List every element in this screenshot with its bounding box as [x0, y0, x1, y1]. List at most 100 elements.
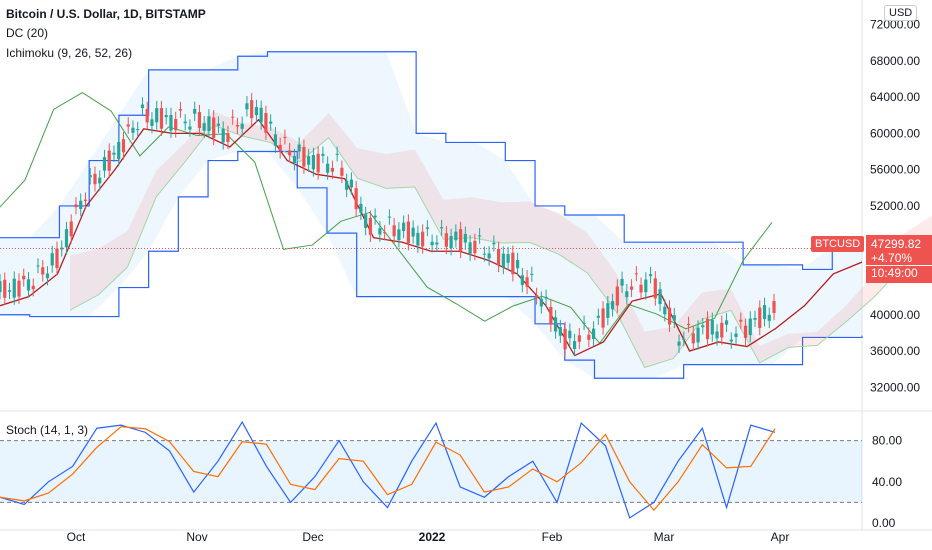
candle-body	[629, 286, 634, 290]
candle-body	[292, 155, 297, 164]
candle-body	[112, 152, 116, 155]
candle-body	[620, 278, 624, 286]
candle-body	[207, 116, 211, 131]
time-tick-label: Mar	[654, 530, 675, 544]
price-tick-label: 56000.00	[870, 163, 920, 177]
ichimoku-cloud	[70, 111, 932, 368]
candle-body	[121, 139, 126, 153]
candle-body	[74, 204, 78, 208]
candle-body	[639, 284, 643, 293]
candle-body	[273, 134, 278, 146]
candle-body	[178, 109, 183, 111]
stoch-legend[interactable]: Stoch (14, 1, 3)	[6, 423, 89, 437]
candle-body	[658, 289, 662, 305]
candle-body	[582, 322, 586, 324]
candle-body	[767, 314, 771, 321]
candle-body	[7, 290, 12, 292]
candle-body	[425, 227, 429, 229]
candle-body	[335, 153, 339, 155]
candle-body	[625, 291, 629, 298]
candle-body	[193, 108, 197, 114]
candle-body	[459, 229, 463, 251]
stoch-tick-label: 40.00	[872, 475, 902, 489]
candle-body	[440, 227, 444, 229]
time-tick-label: Oct	[67, 530, 86, 544]
candle-body	[345, 180, 349, 190]
currency-button[interactable]: USD	[884, 5, 918, 21]
candle-body	[615, 286, 619, 306]
candle-body	[12, 278, 16, 298]
candle-body	[383, 232, 387, 234]
price-tick-label: 40000.00	[870, 308, 920, 322]
price-tick-label: 72000.00	[870, 18, 920, 32]
candle-body	[463, 233, 467, 243]
candle-body	[729, 339, 733, 342]
candle-body	[430, 241, 434, 246]
candle-body	[411, 227, 415, 237]
candle-body	[102, 157, 107, 171]
candle-body	[202, 123, 206, 131]
candle-body	[392, 225, 396, 237]
candle-body	[772, 301, 776, 313]
candle-body	[297, 144, 301, 152]
candle-body	[117, 141, 121, 160]
candle-body	[17, 280, 21, 297]
candle-body	[648, 274, 653, 277]
candle-body	[83, 199, 88, 201]
candle-body	[150, 119, 154, 126]
candle-body	[60, 247, 64, 250]
candle-body	[482, 253, 486, 255]
price-tick-label: 52000.00	[870, 199, 920, 213]
candle-body	[501, 253, 505, 267]
candle-body	[69, 221, 73, 237]
candle-body	[226, 133, 230, 142]
candle-body	[183, 121, 187, 124]
candle-body	[302, 146, 306, 167]
candle-body	[93, 173, 97, 185]
candle-body	[686, 323, 691, 326]
candle-body	[449, 235, 453, 249]
candle-body	[553, 317, 558, 332]
ichimoku-legend[interactable]: Ichimoku (9, 26, 52, 26)	[6, 46, 133, 60]
candle-body	[473, 240, 477, 254]
candle-body	[26, 279, 31, 291]
candle-body	[45, 273, 50, 279]
stoch-tick-label: 0.00	[872, 516, 896, 530]
candle-body	[98, 177, 102, 184]
donchian-legend[interactable]: DC (20)	[6, 26, 49, 40]
candle-body	[31, 285, 35, 290]
candle-body	[748, 318, 752, 336]
donchian-upper-line	[0, 51, 863, 271]
candle-body	[701, 325, 705, 328]
candle-body	[245, 103, 249, 110]
countdown-label: 10:49:00	[866, 266, 932, 283]
candle-body	[22, 275, 26, 280]
candle-body	[288, 150, 292, 156]
candle-body	[0, 281, 2, 293]
candle-body	[326, 163, 330, 173]
last-price-label: 47299.82	[866, 235, 932, 251]
candle-body	[758, 307, 762, 328]
candle-body	[269, 121, 273, 124]
candle-body	[197, 112, 202, 128]
candle-body	[497, 248, 501, 265]
candle-body	[421, 231, 425, 247]
candle-body	[397, 229, 401, 241]
candle-body	[468, 242, 472, 254]
candle-body	[634, 273, 638, 275]
candle-body	[511, 252, 515, 275]
candle-body	[525, 277, 529, 287]
candle-body	[373, 215, 377, 218]
candle-body	[478, 235, 482, 237]
candle-body	[387, 216, 391, 218]
candle-body	[406, 221, 410, 244]
candle-body	[231, 116, 235, 118]
candle-body	[159, 108, 164, 129]
ichimoku-kijun	[0, 118, 863, 357]
candle-body	[155, 108, 159, 123]
stoch-tick-label: 80.00	[872, 434, 902, 448]
candle-body	[321, 153, 325, 156]
candle-body	[416, 232, 420, 246]
candle-body	[734, 333, 738, 337]
